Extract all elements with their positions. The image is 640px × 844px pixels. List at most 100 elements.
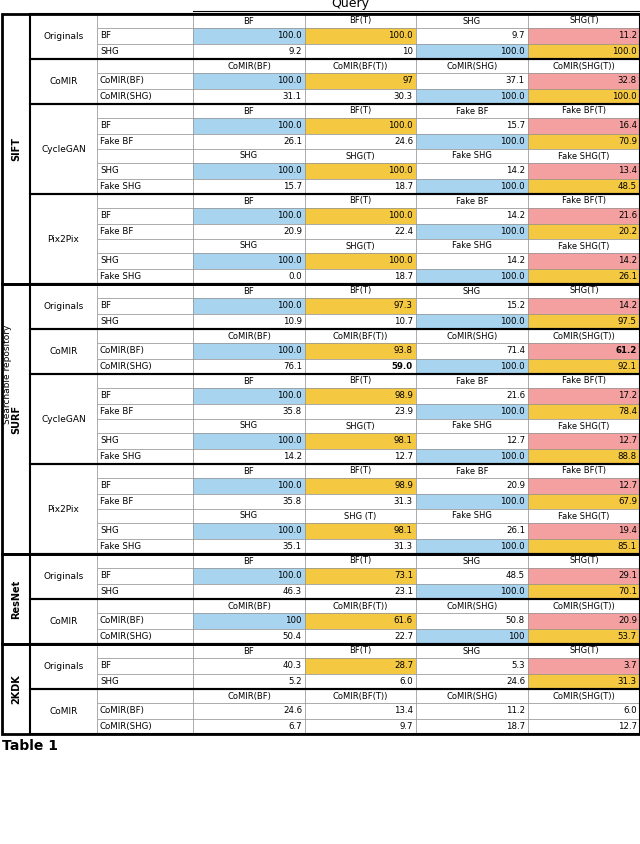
Bar xyxy=(416,494,528,509)
Text: SHG: SHG xyxy=(463,556,481,565)
Text: Fake BF: Fake BF xyxy=(456,106,488,116)
Bar xyxy=(97,689,193,703)
Text: 23.9: 23.9 xyxy=(394,407,413,416)
Bar xyxy=(528,253,640,268)
Text: 100.0: 100.0 xyxy=(388,166,413,176)
Text: Fake SHG: Fake SHG xyxy=(100,452,141,461)
Bar xyxy=(193,359,305,374)
Text: 6.0: 6.0 xyxy=(399,677,413,685)
Bar xyxy=(305,689,416,703)
Bar xyxy=(97,59,193,73)
Text: Originals: Originals xyxy=(44,32,84,41)
Bar xyxy=(193,133,305,149)
Text: 100.0: 100.0 xyxy=(277,31,302,41)
Bar xyxy=(193,718,305,734)
Text: CoMIR(SHG): CoMIR(SHG) xyxy=(446,332,498,340)
Text: 100.0: 100.0 xyxy=(500,362,525,371)
Bar xyxy=(416,28,528,44)
Text: Fake SHG: Fake SHG xyxy=(452,152,492,160)
Bar xyxy=(97,89,193,104)
Text: 9.2: 9.2 xyxy=(289,46,302,56)
Text: SHG: SHG xyxy=(463,647,481,656)
Text: CoMIR(BF): CoMIR(BF) xyxy=(100,616,145,625)
Text: SHG(T): SHG(T) xyxy=(569,647,599,656)
Text: SHG: SHG xyxy=(100,587,119,596)
Text: 100.0: 100.0 xyxy=(500,497,525,506)
Bar xyxy=(528,178,640,194)
Bar xyxy=(416,613,528,629)
Text: BF: BF xyxy=(244,106,254,116)
Bar xyxy=(416,568,528,583)
Text: CoMIR: CoMIR xyxy=(49,77,77,86)
Bar xyxy=(2,644,640,734)
Bar xyxy=(30,464,97,554)
Bar xyxy=(416,509,528,523)
Text: SHG: SHG xyxy=(100,46,119,56)
Text: 20.9: 20.9 xyxy=(283,227,302,235)
Bar xyxy=(30,599,97,644)
Text: 17.2: 17.2 xyxy=(618,392,637,400)
Text: 5.3: 5.3 xyxy=(511,661,525,670)
Bar xyxy=(30,14,640,59)
Bar xyxy=(416,89,528,104)
Text: BF(T): BF(T) xyxy=(349,17,372,25)
Bar xyxy=(416,14,528,28)
Text: CoMIR(SHG): CoMIR(SHG) xyxy=(446,602,498,610)
Text: SIFT: SIFT xyxy=(11,137,21,161)
Bar xyxy=(528,703,640,718)
Text: 10: 10 xyxy=(402,46,413,56)
Bar xyxy=(305,644,416,658)
Bar xyxy=(528,104,640,118)
Bar xyxy=(193,239,305,253)
Text: Fake SHG: Fake SHG xyxy=(100,272,141,281)
Text: 35.8: 35.8 xyxy=(283,407,302,416)
Text: Fake SHG: Fake SHG xyxy=(452,421,492,430)
Bar xyxy=(305,253,416,268)
Bar xyxy=(30,374,97,464)
Text: CoMIR(SHG): CoMIR(SHG) xyxy=(100,362,152,371)
Bar xyxy=(416,658,528,674)
Bar xyxy=(193,494,305,509)
Bar xyxy=(305,658,416,674)
Text: 100: 100 xyxy=(285,616,302,625)
Bar xyxy=(97,253,193,268)
Bar xyxy=(97,359,193,374)
Bar xyxy=(97,509,193,523)
Bar xyxy=(416,44,528,59)
Text: SHG(T): SHG(T) xyxy=(569,556,599,565)
Text: 97.3: 97.3 xyxy=(394,301,413,311)
Text: 9.7: 9.7 xyxy=(399,722,413,731)
Text: 100.0: 100.0 xyxy=(277,346,302,355)
Bar xyxy=(528,44,640,59)
Bar xyxy=(97,178,193,194)
Bar xyxy=(416,464,528,478)
Bar xyxy=(305,403,416,419)
Text: Fake SHG(T): Fake SHG(T) xyxy=(558,152,610,160)
Bar xyxy=(528,599,640,613)
Text: 21.6: 21.6 xyxy=(506,392,525,400)
Text: 22.7: 22.7 xyxy=(394,632,413,641)
Bar xyxy=(528,478,640,494)
Bar xyxy=(97,118,193,133)
Text: Fake BF: Fake BF xyxy=(456,197,488,205)
Bar xyxy=(193,523,305,538)
Bar xyxy=(305,59,416,73)
Text: CoMIR(SHG(T)): CoMIR(SHG(T)) xyxy=(552,602,616,610)
Bar xyxy=(416,388,528,403)
Bar xyxy=(528,554,640,568)
Bar xyxy=(193,478,305,494)
Bar xyxy=(528,464,640,478)
Text: Query: Query xyxy=(331,0,369,10)
Bar xyxy=(416,284,528,298)
Bar xyxy=(416,329,528,343)
Text: BF(T): BF(T) xyxy=(349,197,372,205)
Text: 85.1: 85.1 xyxy=(618,542,637,551)
Text: 12.7: 12.7 xyxy=(618,436,637,446)
Text: 97.5: 97.5 xyxy=(618,316,637,326)
Bar xyxy=(528,224,640,239)
Text: CoMIR(SHG(T)): CoMIR(SHG(T)) xyxy=(552,691,616,701)
Text: 10.9: 10.9 xyxy=(283,316,302,326)
Bar xyxy=(528,523,640,538)
Bar xyxy=(528,718,640,734)
Bar xyxy=(528,313,640,329)
